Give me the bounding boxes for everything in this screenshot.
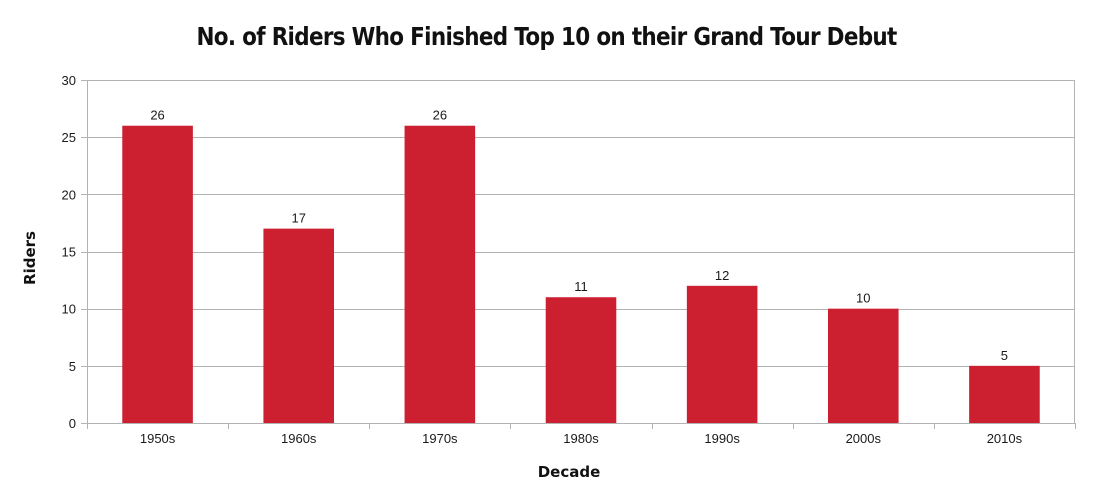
x-tick-label: 1950s xyxy=(140,431,176,446)
y-tick-label: 15 xyxy=(62,245,76,260)
y-tick-label: 10 xyxy=(62,302,76,317)
data-label: 26 xyxy=(150,108,164,123)
y-axis-title: Riders xyxy=(21,231,39,285)
x-tick-label: 2000s xyxy=(846,431,882,446)
x-tick-label: 1980s xyxy=(563,431,599,446)
data-label: 11 xyxy=(574,279,588,294)
x-axis-title: Decade xyxy=(538,463,601,481)
bar xyxy=(122,125,193,423)
x-tick-label: 1960s xyxy=(281,431,317,446)
x-tick-label: 1970s xyxy=(422,431,458,446)
x-tick-label: 1990s xyxy=(704,431,740,446)
y-tick-label: 25 xyxy=(62,130,76,145)
bar xyxy=(828,308,899,423)
data-label: 17 xyxy=(291,211,305,226)
y-tick-label: 5 xyxy=(69,359,76,374)
tick-labels: 0 5 10 15 20 25 30 26 1950s 17 1960s 26 1970s 11 1980s… xyxy=(62,73,1023,446)
y-tick-label: 20 xyxy=(62,187,76,202)
y-tick-label: 0 xyxy=(69,416,76,431)
bar xyxy=(686,285,758,423)
data-label: 5 xyxy=(1001,348,1008,363)
bars xyxy=(122,125,1040,423)
bar xyxy=(969,365,1040,423)
bar xyxy=(545,297,617,423)
y-tick-label: 30 xyxy=(62,73,76,88)
bar xyxy=(404,125,476,423)
chart-title: No. of Riders Who Finished Top 10 on the… xyxy=(196,22,897,51)
data-label: 12 xyxy=(715,268,729,283)
x-tick-label: 2010s xyxy=(987,431,1023,446)
bar xyxy=(263,228,334,423)
data-label: 10 xyxy=(856,291,870,306)
data-label: 26 xyxy=(433,108,447,123)
axes xyxy=(81,80,1076,429)
